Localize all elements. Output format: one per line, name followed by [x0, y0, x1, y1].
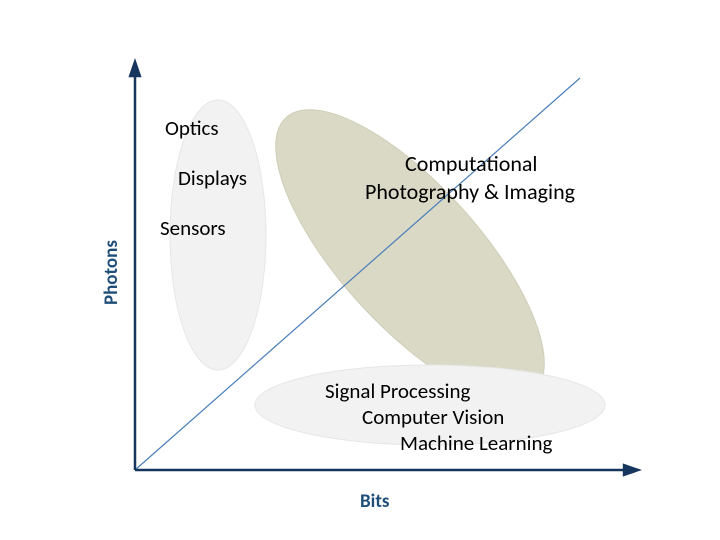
label-machine-learning: Machine Learning: [400, 430, 552, 456]
label-sensors: Sensors: [160, 215, 226, 241]
label-optics: Optics: [165, 115, 219, 141]
label-computer-vision: Computer Vision: [362, 404, 504, 430]
label-computational-line1: Computational: [405, 150, 537, 177]
label-signal-processing: Signal Processing: [325, 378, 470, 404]
y-axis-arrow-icon: [128, 58, 141, 77]
label-computational-line2: Photography & Imaging: [365, 178, 575, 205]
diagram-stage: Optics Displays Sensors Computational Ph…: [0, 0, 720, 540]
y-axis-label: Photons: [100, 240, 123, 305]
x-axis-label: Bits: [360, 490, 389, 513]
label-displays: Displays: [178, 165, 247, 191]
x-axis-arrow-icon: [623, 463, 642, 476]
